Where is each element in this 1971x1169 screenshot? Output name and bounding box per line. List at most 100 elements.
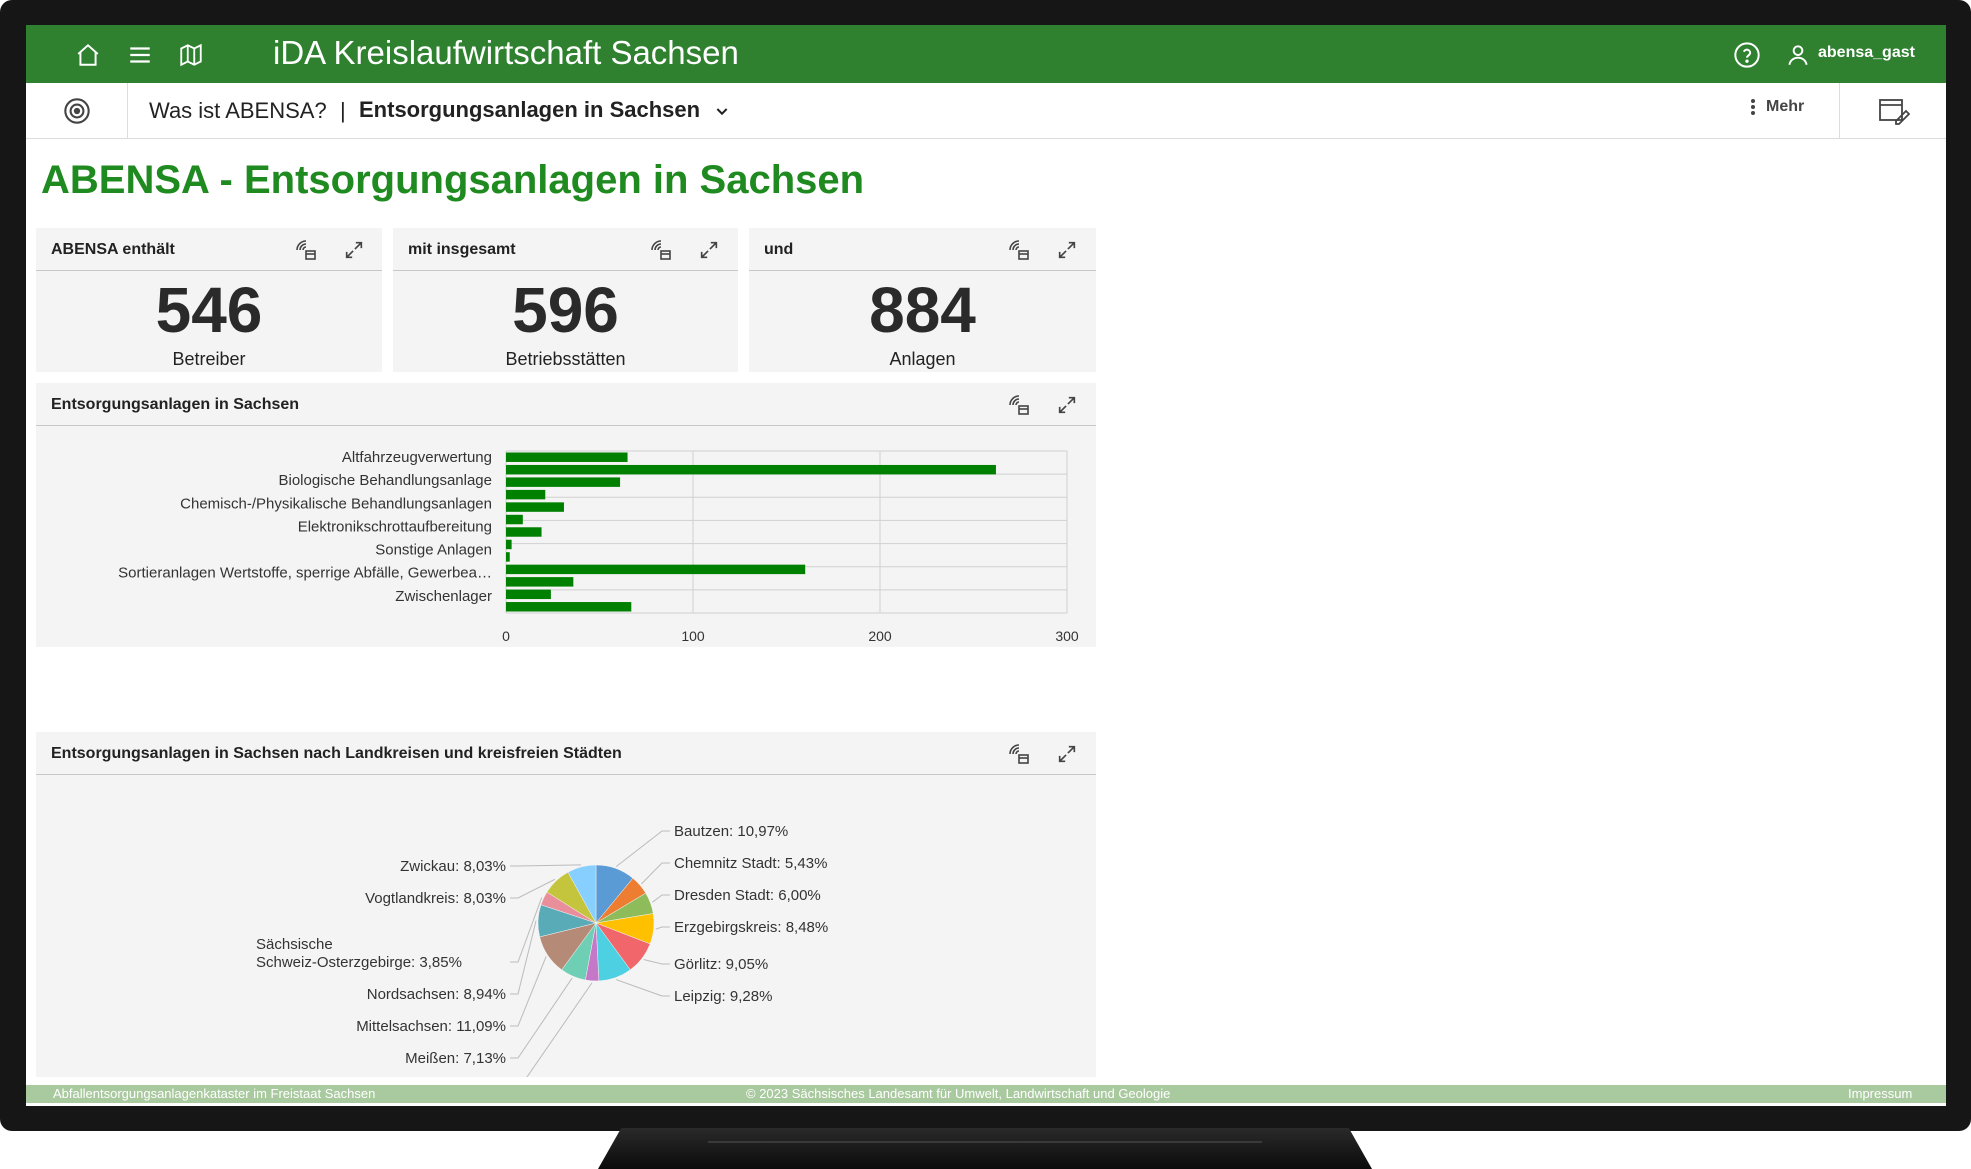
pie-chart-panel: Entsorgungsanlagen in Sachsen nach Landk… [36,732,1096,1077]
bar [506,477,621,487]
bar [506,502,564,512]
bar [506,552,510,562]
kpi-panel-betreiber: ABENSA enthält 546 Betreiber [36,228,382,372]
bar [506,527,542,537]
pie-leader-line [510,956,547,1027]
help-icon[interactable] [1732,40,1762,70]
pie-chart: Bautzen: 10,97% Chemnitz Stadt: 5,43% Dres… [256,823,828,1077]
map-icon[interactable] [176,40,206,70]
bar [506,564,806,575]
footer-left-text: Abfallentsorgungsanlagenkataster im Frei… [53,1086,376,1101]
kpi-label: Anlagen [889,349,956,369]
target-icon[interactable] [26,83,128,138]
more-label: Mehr [1766,98,1805,115]
app-title: iDA Kreislaufwirtschaft Sachsen [273,34,739,71]
pie-label: Erzgebirgskreis: 8,48% [674,919,828,936]
app-screen: iDA Kreislaufwirtschaft Sachsen abensa_g… [26,25,1946,1106]
pie-leader-line [510,977,573,1059]
expand-icon[interactable] [696,237,722,263]
footer: Abfallentsorgungsanlagenkataster im Frei… [26,1085,1946,1103]
pie-leader-line [510,864,582,867]
category-label: Sortieranlagen Wertstoffe, sperrige Abfä… [118,565,492,582]
breadcrumb-item-about[interactable]: Was ist ABENSA? [149,98,327,123]
kpi-value: 546 [155,274,263,346]
breadcrumb-item-current[interactable]: Entsorgungsanlagen in Sachsen [359,97,701,122]
bar [506,589,551,600]
kpi-panel-betriebsstaetten: mit insgesamt 596 Betriebsstätten [393,228,738,372]
x-tick-label: 200 [868,628,892,644]
pie-slice [567,864,597,924]
kpi-label: Betriebsstätten [505,349,626,369]
chevron-down-icon[interactable] [714,103,730,124]
page-title: ABENSA - Entsorgungsanlagen in Sachsen [41,158,865,202]
menu-icon[interactable] [125,40,155,70]
expand-icon[interactable] [341,237,367,263]
pie-label: Meißen: 7,13% [405,1050,506,1067]
data-export-icon[interactable] [1006,392,1032,418]
bar-chart-panel: Entsorgungsanlagen in Sachsen 0 100 200 300… [36,383,1096,647]
pie-leader-line [510,878,556,899]
home-icon[interactable] [73,40,103,70]
kpi-panel-anlagen: und 884 Anlagen [749,228,1096,372]
expand-icon[interactable] [1054,741,1080,767]
bar [506,464,996,475]
pie-label: Nordsachsen: 8,94% [367,986,506,1003]
more-button[interactable]: Mehr [1750,97,1804,117]
pie-label: Chemnitz Stadt: 5,43% [674,855,827,872]
pie-label: Vogtlandkreis: 8,03% [365,890,506,907]
more-vertical-icon [1751,99,1755,115]
panel-title: Entsorgungsanlagen in Sachsen [51,396,300,413]
pie-leader-line [655,926,670,930]
kpi-label: Betreiber [172,349,246,369]
user-icon[interactable] [1783,40,1813,70]
monitor-stand [598,1128,1372,1169]
kpi-title: ABENSA enthält [51,241,175,258]
kpi-title: mit insgesamt [408,241,516,258]
pie-label: Leipzig: 9,28% [674,988,772,1005]
pie-label: Zwickau: 8,03% [400,858,506,875]
pie-label: Görlitz: 9,05% [674,956,768,973]
expand-icon[interactable] [1054,392,1080,418]
pie-leader-line [641,862,670,885]
data-export-icon[interactable] [1006,741,1032,767]
panel-title: Entsorgungsanlagen in Sachsen nach Landk… [51,745,622,762]
bar [506,489,546,500]
x-tick-label: 100 [681,628,705,644]
pie-label: Bautzen: 10,97% [674,823,788,840]
edit-dashboard-icon[interactable] [1839,83,1946,138]
category-label: Elektronikschrottaufbereitung [298,518,492,535]
category-label: Biologische Behandlungsanlage [278,472,492,489]
bar [506,539,512,550]
pie-leader-line [615,830,670,867]
expand-icon[interactable] [1054,237,1080,263]
kpi-title: und [764,241,794,258]
pie-leader-line [510,897,543,963]
pie-leader-line [615,979,670,997]
pie-leader-line [643,958,670,965]
bar [506,452,628,462]
bar [506,602,632,612]
pie-leader-line [510,920,537,995]
data-export-icon[interactable] [293,237,319,263]
breadcrumb-separator: | [340,98,346,123]
category-label: Chemisch-/Physikalische Behandlungsanlag… [180,495,492,512]
top-bar: iDA Kreislaufwirtschaft Sachsen abensa_g… [26,25,1946,83]
x-tick-label: 300 [1055,628,1079,644]
data-export-icon[interactable] [648,237,674,263]
pie-label: Dresden Stadt: 6,00% [674,887,821,904]
kpi-value: 596 [512,274,619,346]
pie-label: Mittelsachsen: 11,09% [356,1018,506,1035]
x-tick-label: 0 [502,628,510,644]
pie-label: Sächsische Schweiz-Osterzgebirge: 3,85% [256,936,462,971]
category-label: Sonstige Anlagen [375,542,492,559]
bar [506,577,574,587]
category-label: Altfahrzeugverwertung [342,449,492,466]
pie-leader-line [652,894,670,903]
footer-impressum-link[interactable]: Impressum [1848,1086,1913,1101]
data-export-icon[interactable] [1006,237,1032,263]
bar-chart: 0 100 200 300 Altfahrzeugverwertung Biologisc… [118,449,1079,644]
bar [506,514,523,525]
pie-leader-line [526,982,593,1077]
user-name[interactable]: abensa_gast [1818,44,1915,61]
breadcrumb-bar: Was ist ABENSA? | Entsorgungsanlagen in … [26,83,1946,139]
